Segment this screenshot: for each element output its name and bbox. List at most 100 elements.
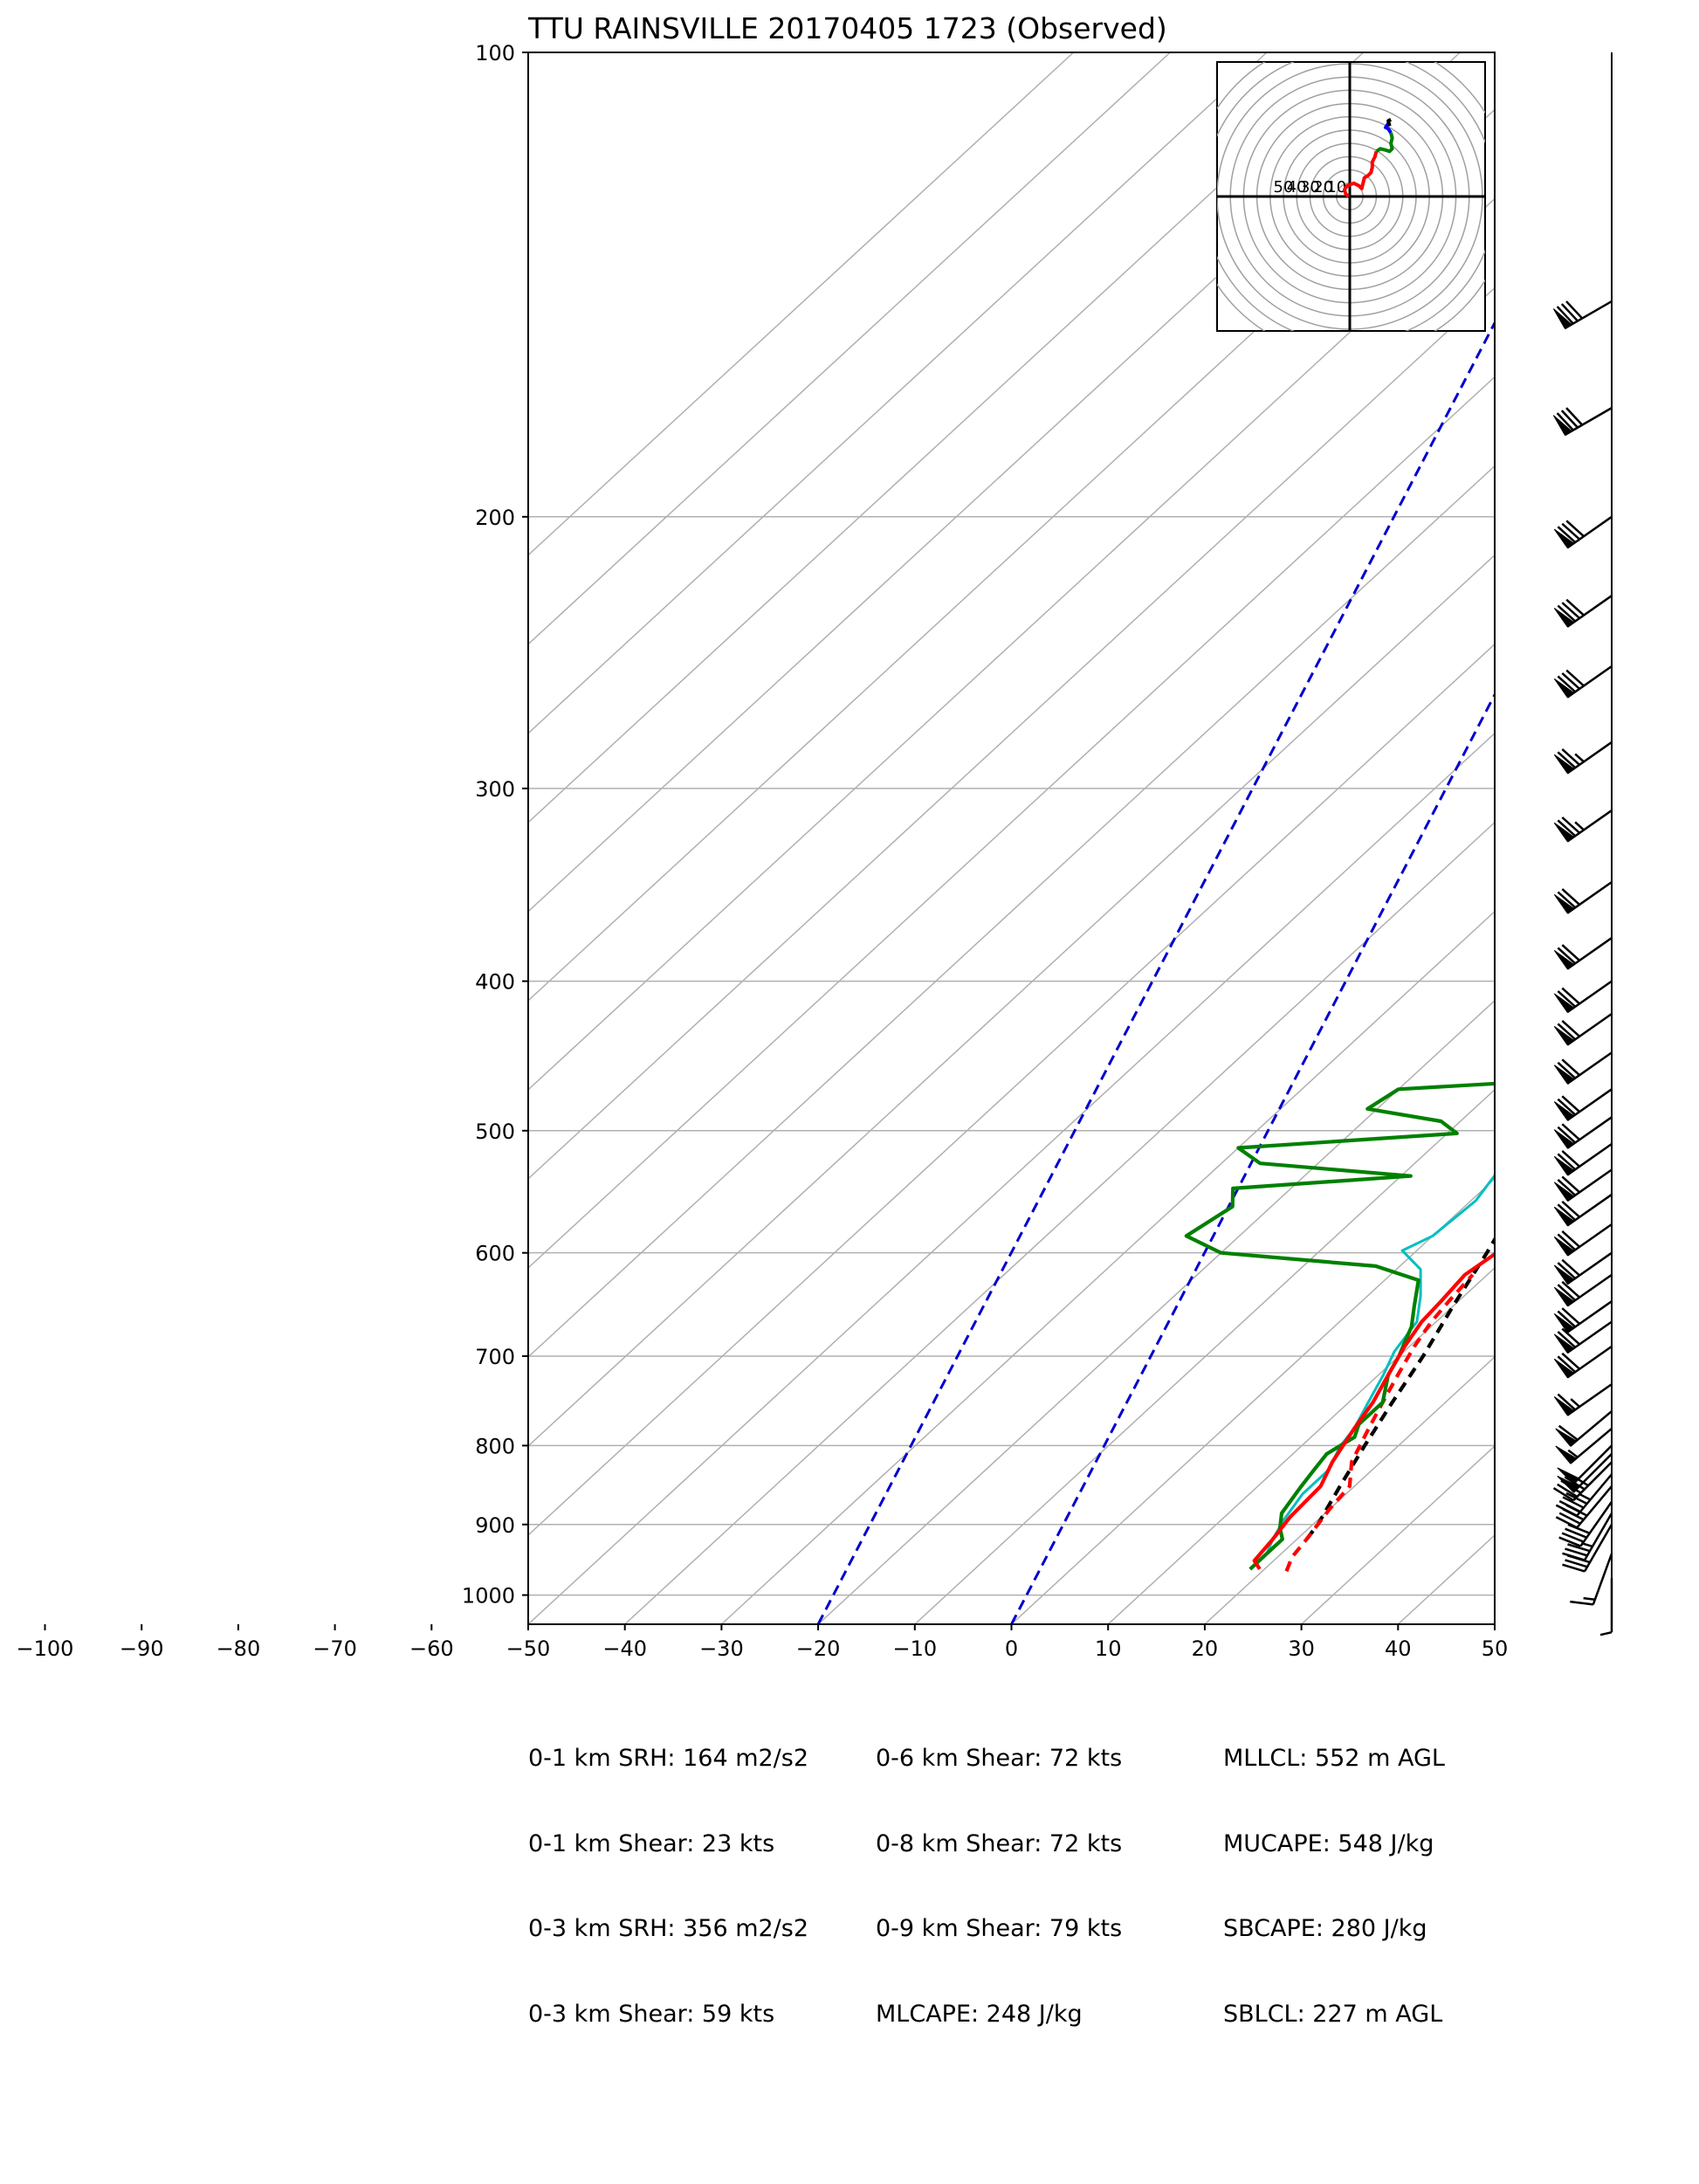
isotherm-gridline bbox=[528, 52, 1075, 556]
wind-barb bbox=[1553, 1383, 1613, 1416]
x-tick-label: −100 bbox=[17, 1636, 74, 1661]
wind-barb bbox=[1555, 1485, 1613, 1529]
wind-barb bbox=[1553, 1051, 1613, 1085]
params-column-1: 0-1 km SRH: 164 m2/s2 0-1 km Shear: 23 k… bbox=[528, 1688, 808, 2057]
wind-barb bbox=[1552, 1461, 1613, 1502]
wind-barb bbox=[1553, 881, 1613, 914]
profile-lines bbox=[1184, 1081, 1495, 1573]
isotherm-gridline bbox=[1010, 1177, 1495, 1624]
y-tick-label: 600 bbox=[475, 1242, 515, 1266]
isotherm-gridline bbox=[528, 643, 1495, 1536]
wind-barb bbox=[1553, 1116, 1613, 1149]
y-tick-label: 700 bbox=[475, 1345, 515, 1369]
hodograph-ring-label: 40 bbox=[1287, 178, 1307, 196]
x-tick-label: 50 bbox=[1482, 1636, 1509, 1661]
wind-barb bbox=[1555, 1428, 1613, 1464]
param-line: 0-1 km Shear: 23 kts bbox=[528, 1829, 775, 1857]
wind-barb bbox=[1553, 1273, 1613, 1307]
temperature-line bbox=[1252, 1251, 1495, 1571]
x-tick-label: −90 bbox=[120, 1636, 164, 1661]
isotherm-gridline bbox=[720, 910, 1495, 1624]
wind-barb bbox=[1553, 1223, 1613, 1257]
x-tick-label: 0 bbox=[1005, 1636, 1018, 1661]
hodograph-segment bbox=[1386, 118, 1393, 127]
wind-barb bbox=[1599, 1578, 1613, 1636]
grid bbox=[528, 52, 1495, 1624]
y-tick-label: 1000 bbox=[462, 1584, 515, 1609]
wind-barb bbox=[1562, 1524, 1613, 1573]
param-line: 0-9 km Shear: 79 kts bbox=[876, 1915, 1123, 1942]
hodograph-rings bbox=[1217, 62, 1485, 331]
mixing-ratio-line bbox=[816, 320, 1495, 1624]
params-column-2: 0-6 km Shear: 72 kts 0-8 km Shear: 72 kt… bbox=[876, 1688, 1122, 2057]
param-line: SBLCL: 227 m AGL bbox=[1223, 2000, 1443, 2028]
wind-barb bbox=[1553, 595, 1613, 628]
x-tick-label: 20 bbox=[1192, 1636, 1219, 1661]
hodograph-trace bbox=[1342, 118, 1394, 198]
isotherm-gridline bbox=[1494, 1622, 1495, 1624]
wind-barb bbox=[1553, 1142, 1613, 1176]
x-tick-label: −40 bbox=[602, 1636, 647, 1661]
param-line: 0-3 km Shear: 59 kts bbox=[528, 2000, 775, 2028]
x-tick-label: −10 bbox=[892, 1636, 937, 1661]
params-column-3: MLLCL: 552 m AGL MUCAPE: 548 J/kg SBCAPE… bbox=[1223, 1688, 1445, 2057]
y-tick-label: 400 bbox=[475, 970, 515, 995]
y-tick-label: 100 bbox=[475, 41, 515, 65]
x-tick-label: −20 bbox=[796, 1636, 841, 1661]
y-tick-label: 800 bbox=[475, 1434, 515, 1458]
isotherm-gridline bbox=[528, 375, 1495, 1269]
wind-barb bbox=[1553, 1251, 1613, 1285]
x-tick-label: −70 bbox=[313, 1636, 357, 1661]
param-line: 0-1 km SRH: 164 m2/s2 bbox=[528, 1745, 809, 1772]
x-axis-ticks: −100 −90 −80 −70 −60 −50 −40 −30 −20 −10 0 10 20 30 40… bbox=[17, 1624, 1509, 1661]
isotherm-gridline bbox=[528, 52, 1365, 823]
dewpoint-line bbox=[1184, 1081, 1495, 1571]
temperature-virtual-line bbox=[1284, 1273, 1475, 1573]
isotherm-gridline bbox=[624, 821, 1495, 1624]
wind-barbs bbox=[1552, 52, 1613, 1636]
chart-title: TTU RAINSVILLE 20170405 1723 (Observed) bbox=[527, 11, 1167, 45]
hodograph-ring-label: 20 bbox=[1313, 178, 1333, 196]
wind-barb bbox=[1553, 980, 1613, 1014]
hodograph-segment bbox=[1375, 132, 1394, 154]
wind-barb bbox=[1570, 1553, 1613, 1606]
isotherm-gridline bbox=[1107, 1266, 1495, 1624]
mixing-ratio-lines bbox=[816, 320, 1495, 1624]
wind-barb bbox=[1552, 407, 1613, 437]
wind-barb bbox=[1552, 300, 1613, 330]
wind-barb bbox=[1553, 810, 1613, 843]
wind-barb bbox=[1553, 1300, 1613, 1333]
hodograph-ring-label: 50 bbox=[1274, 178, 1294, 196]
y-axis-ticks: 100 200 300 400 500 600 700 800 900 1000 bbox=[462, 41, 528, 1609]
x-tick-label: 40 bbox=[1385, 1636, 1412, 1661]
wind-barb bbox=[1553, 665, 1613, 699]
isotherm-gridline bbox=[528, 465, 1495, 1358]
param-line: MLCAPE: 248 J/kg bbox=[876, 2000, 1083, 2028]
param-line: SBCAPE: 280 J/kg bbox=[1223, 1915, 1427, 1942]
param-line: 0-3 km SRH: 356 m2/s2 bbox=[528, 1915, 809, 1942]
parcel-line bbox=[1304, 1236, 1495, 1540]
wind-barb bbox=[1553, 1193, 1613, 1227]
param-line: 0-6 km Shear: 72 kts bbox=[876, 1745, 1123, 1772]
param-line: MUCAPE: 548 J/kg bbox=[1223, 1829, 1434, 1857]
isotherm-gridline bbox=[528, 52, 1171, 645]
isotherm-gridline bbox=[914, 1088, 1495, 1624]
wind-barb bbox=[1553, 741, 1613, 775]
x-tick-label: −80 bbox=[217, 1636, 261, 1661]
wind-barb bbox=[1557, 1444, 1613, 1485]
wind-barb bbox=[1553, 1088, 1613, 1121]
isotherm-gridline bbox=[528, 52, 1268, 734]
isotherm-gridline bbox=[1204, 1355, 1495, 1624]
wind-barb bbox=[1555, 1410, 1613, 1447]
hodograph-ring-label: 30 bbox=[1300, 178, 1320, 196]
y-tick-label: 300 bbox=[475, 777, 515, 802]
isotherm-gridline bbox=[528, 732, 1495, 1624]
param-line: MLLCL: 552 m AGL bbox=[1223, 1745, 1445, 1772]
y-tick-label: 900 bbox=[475, 1513, 515, 1538]
hodograph-segment bbox=[1342, 150, 1379, 198]
x-tick-label: −30 bbox=[699, 1636, 744, 1661]
hodograph-ring-label: 10 bbox=[1326, 178, 1346, 196]
wind-barb bbox=[1553, 1345, 1613, 1379]
param-line: 0-8 km Shear: 72 kts bbox=[876, 1829, 1123, 1857]
wind-barb bbox=[1553, 1168, 1613, 1202]
